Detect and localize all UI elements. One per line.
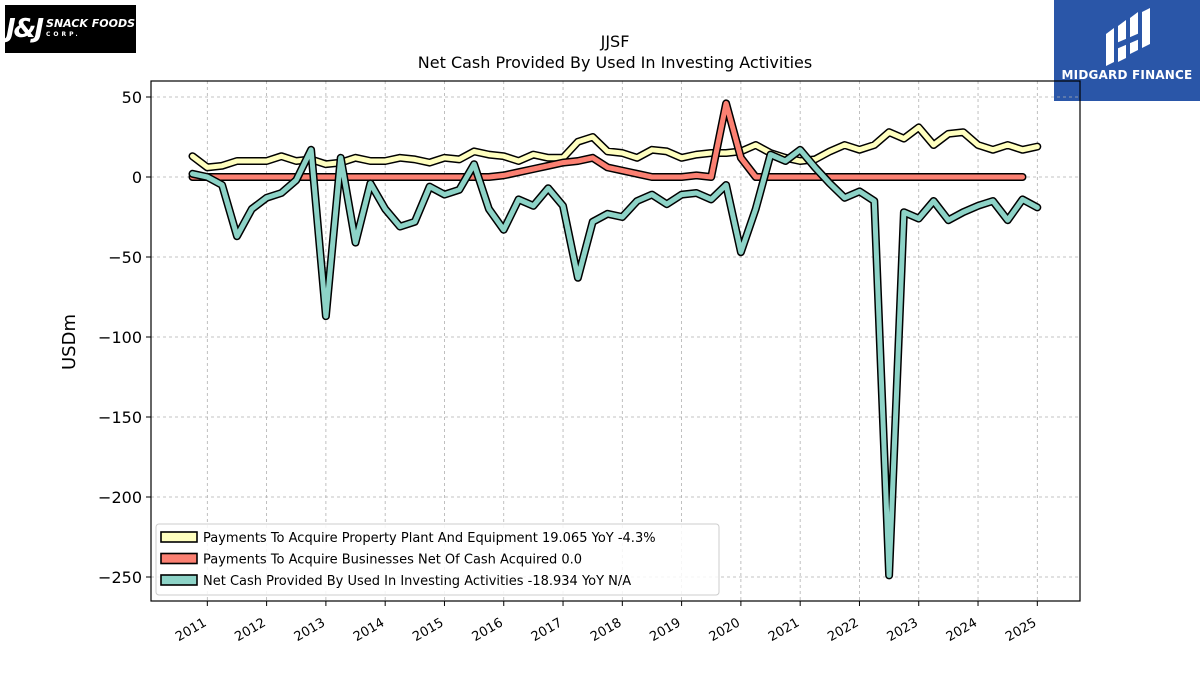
y-tick-label: 0 — [132, 168, 142, 187]
chart-subtitle: Net Cash Provided By Used In Investing A… — [418, 53, 812, 72]
x-tick-label: 2024 — [944, 615, 980, 645]
y-tick-label: 50 — [122, 88, 142, 107]
legend-box — [155, 523, 720, 596]
y-tick-label: −150 — [98, 408, 142, 427]
x-tick-label: 2013 — [292, 615, 328, 645]
publisher-name: MIDGARD FINANCE — [1061, 68, 1193, 82]
legend-swatch — [160, 531, 198, 543]
x-tick-label: 2020 — [707, 615, 743, 645]
x-tick-label: 2016 — [470, 615, 506, 645]
series-lines — [188, 99, 1042, 580]
x-tick-label: 2017 — [529, 615, 565, 645]
x-tick-label: 2023 — [885, 615, 921, 645]
legend-swatch — [160, 574, 198, 586]
x-tick-label: 2025 — [1003, 615, 1039, 645]
series-3-line — [190, 147, 1040, 578]
x-tick-label: 2019 — [647, 615, 683, 645]
legend: Payments To Acquire Property Plant And E… — [155, 523, 720, 596]
publisher-logo: MIDGARD FINANCE — [1054, 0, 1200, 101]
y-tick-label: −200 — [98, 488, 142, 507]
plot-frame — [150, 80, 1081, 602]
chart-title: JJSF — [600, 32, 630, 51]
logo-wordmark-sub: CORP. — [46, 31, 81, 38]
y-tick-label: −100 — [98, 328, 142, 347]
legend-entry: Payments To Acquire Property Plant And E… — [203, 531, 656, 546]
x-tick-label: 2011 — [173, 615, 209, 645]
legend-entry: Net Cash Provided By Used In Investing A… — [203, 574, 631, 589]
legend-entry: Payments To Acquire Businesses Net Of Ca… — [203, 553, 582, 568]
x-tick-label: 2018 — [588, 615, 624, 645]
x-tick-label: 2014 — [351, 615, 387, 645]
logo-mark: J&J — [5, 14, 44, 44]
logo-wordmark: SNACK FOODS CORP. — [46, 18, 135, 40]
legend-swatch — [160, 552, 198, 565]
publisher-emblem-icon — [1106, 8, 1150, 66]
x-tick-label: 2012 — [232, 615, 268, 645]
logo-wordmark-main: SNACK FOODS — [46, 17, 136, 30]
x-tick-label: 2015 — [410, 615, 446, 645]
y-axis-label: USDm — [59, 314, 80, 370]
y-tick-label: −250 — [98, 568, 142, 587]
company-logo: J&J SNACK FOODS CORP. — [5, 5, 136, 53]
y-tick-label: −50 — [108, 248, 142, 267]
series-1-line — [190, 124, 1040, 170]
x-tick-label: 2021 — [766, 615, 802, 645]
x-tick-label: 2022 — [825, 615, 861, 645]
series-2-line — [190, 100, 1025, 180]
